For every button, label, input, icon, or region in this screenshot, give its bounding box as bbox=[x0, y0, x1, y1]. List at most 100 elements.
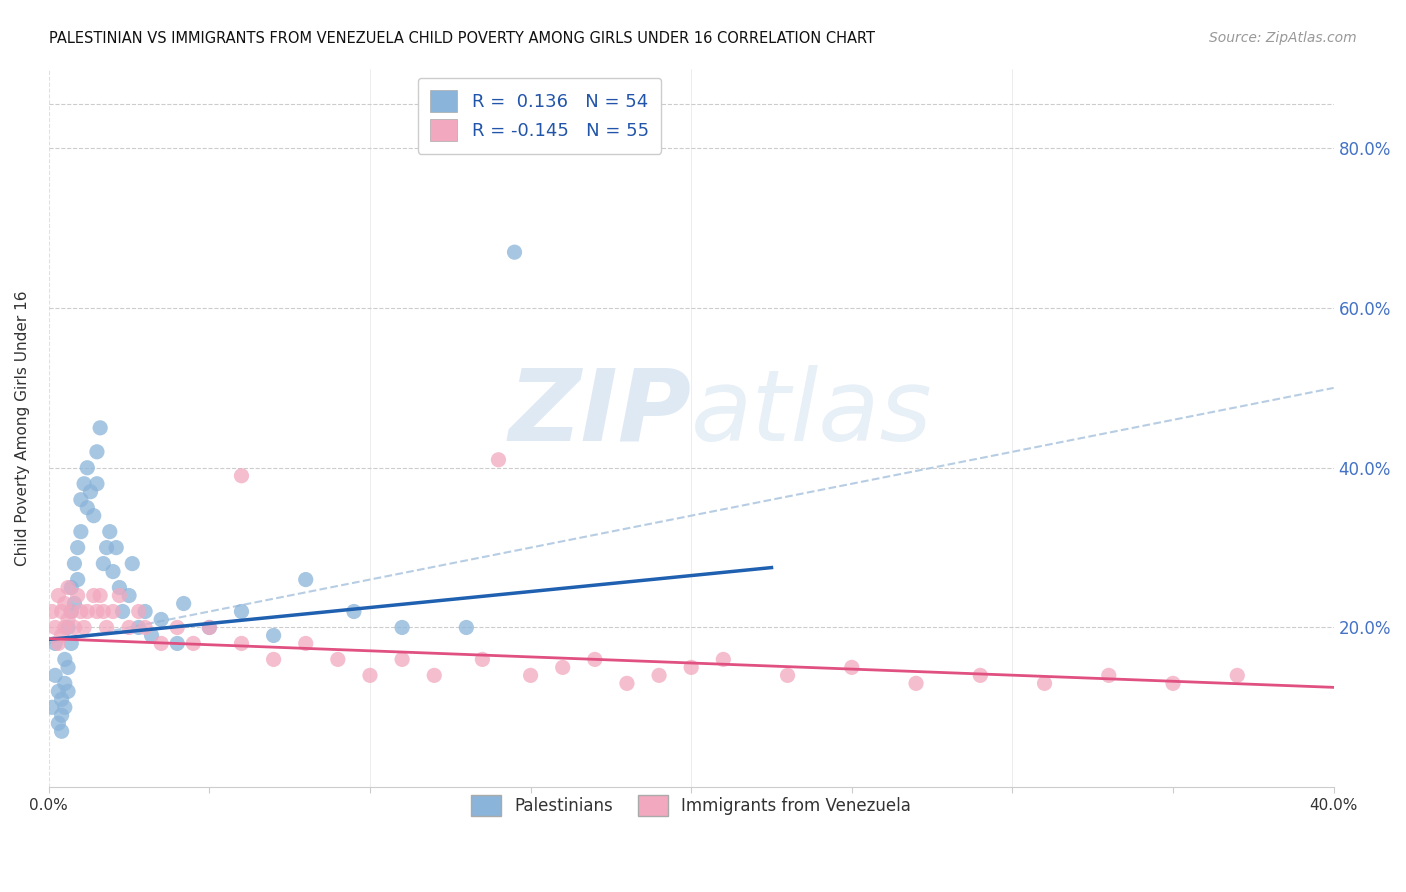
Point bbox=[519, 668, 541, 682]
Point bbox=[48, 684, 70, 698]
Point bbox=[1033, 676, 1056, 690]
Point bbox=[111, 605, 134, 619]
Point bbox=[181, 636, 204, 650]
Point bbox=[141, 628, 163, 642]
Point bbox=[121, 557, 143, 571]
Point bbox=[70, 524, 93, 539]
Point bbox=[294, 573, 316, 587]
Point bbox=[969, 668, 991, 682]
Point bbox=[150, 636, 173, 650]
Point bbox=[488, 452, 510, 467]
Point bbox=[53, 652, 76, 666]
Point bbox=[56, 620, 79, 634]
Text: atlas: atlas bbox=[692, 365, 932, 462]
Point bbox=[83, 589, 105, 603]
Point bbox=[51, 724, 73, 739]
Point bbox=[150, 612, 173, 626]
Point bbox=[93, 605, 115, 619]
Point bbox=[471, 652, 494, 666]
Point bbox=[51, 628, 73, 642]
Point bbox=[48, 636, 70, 650]
Point bbox=[44, 668, 66, 682]
Point bbox=[63, 597, 86, 611]
Point bbox=[41, 700, 63, 714]
Legend: Palestinians, Immigrants from Venezuela: Palestinians, Immigrants from Venezuela bbox=[461, 785, 921, 826]
Point bbox=[456, 620, 478, 634]
Point bbox=[53, 676, 76, 690]
Point bbox=[73, 476, 96, 491]
Point bbox=[711, 652, 734, 666]
Point bbox=[108, 581, 131, 595]
Point bbox=[173, 597, 195, 611]
Point bbox=[503, 245, 526, 260]
Point bbox=[48, 716, 70, 731]
Point bbox=[101, 565, 124, 579]
Point bbox=[1098, 668, 1121, 682]
Point bbox=[359, 668, 381, 682]
Point bbox=[583, 652, 606, 666]
Point bbox=[89, 589, 111, 603]
Point bbox=[101, 605, 124, 619]
Point bbox=[70, 492, 93, 507]
Point bbox=[681, 660, 703, 674]
Point bbox=[118, 620, 141, 634]
Point bbox=[53, 597, 76, 611]
Point bbox=[391, 652, 413, 666]
Point bbox=[1226, 668, 1249, 682]
Point bbox=[343, 605, 366, 619]
Point bbox=[60, 636, 83, 650]
Point bbox=[616, 676, 638, 690]
Point bbox=[73, 620, 96, 634]
Point bbox=[841, 660, 863, 674]
Point bbox=[86, 476, 108, 491]
Point bbox=[423, 668, 446, 682]
Point bbox=[48, 589, 70, 603]
Point bbox=[53, 620, 76, 634]
Point bbox=[51, 708, 73, 723]
Point bbox=[166, 620, 188, 634]
Point bbox=[105, 541, 128, 555]
Point bbox=[76, 500, 98, 515]
Text: PALESTINIAN VS IMMIGRANTS FROM VENEZUELA CHILD POVERTY AMONG GIRLS UNDER 16 CORR: PALESTINIAN VS IMMIGRANTS FROM VENEZUELA… bbox=[49, 31, 875, 46]
Point bbox=[86, 605, 108, 619]
Point bbox=[60, 581, 83, 595]
Point bbox=[76, 460, 98, 475]
Point bbox=[51, 605, 73, 619]
Point bbox=[96, 620, 118, 634]
Point bbox=[83, 508, 105, 523]
Point bbox=[60, 605, 83, 619]
Point bbox=[648, 668, 671, 682]
Point bbox=[326, 652, 349, 666]
Point bbox=[905, 676, 928, 690]
Point bbox=[66, 589, 89, 603]
Point bbox=[86, 445, 108, 459]
Text: ZIP: ZIP bbox=[508, 365, 692, 462]
Point bbox=[56, 612, 79, 626]
Point bbox=[66, 541, 89, 555]
Point bbox=[198, 620, 221, 634]
Point bbox=[66, 573, 89, 587]
Point bbox=[263, 652, 285, 666]
Point bbox=[128, 605, 150, 619]
Point bbox=[56, 684, 79, 698]
Point bbox=[391, 620, 413, 634]
Point bbox=[96, 541, 118, 555]
Point bbox=[128, 620, 150, 634]
Point bbox=[231, 468, 253, 483]
Point bbox=[776, 668, 799, 682]
Point bbox=[70, 605, 93, 619]
Point bbox=[79, 484, 101, 499]
Point bbox=[76, 605, 98, 619]
Point bbox=[134, 620, 156, 634]
Point bbox=[93, 557, 115, 571]
Point bbox=[551, 660, 574, 674]
Point bbox=[263, 628, 285, 642]
Point bbox=[108, 589, 131, 603]
Point bbox=[166, 636, 188, 650]
Point bbox=[60, 605, 83, 619]
Point bbox=[134, 605, 156, 619]
Point bbox=[63, 620, 86, 634]
Point bbox=[1161, 676, 1184, 690]
Point bbox=[118, 589, 141, 603]
Text: Source: ZipAtlas.com: Source: ZipAtlas.com bbox=[1209, 31, 1357, 45]
